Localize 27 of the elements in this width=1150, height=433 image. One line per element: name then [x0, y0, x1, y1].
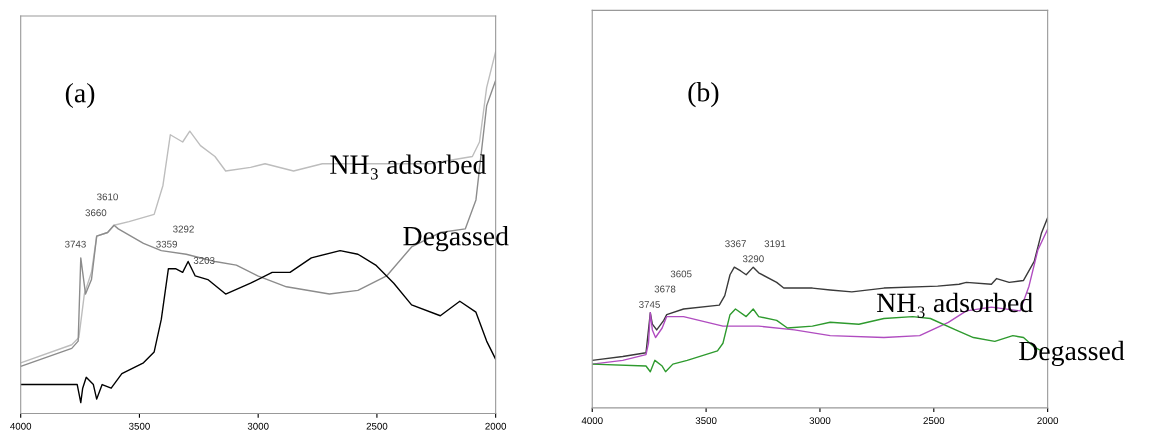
- annotation: (a): [65, 82, 95, 109]
- x-tick-label: 2500: [366, 422, 388, 430]
- annotation: 3660: [85, 209, 107, 217]
- annotation: 3191: [764, 240, 786, 248]
- annotation: 3203: [193, 257, 215, 264]
- x-tick-label: 4000: [581, 417, 603, 425]
- annotation: 3292: [173, 225, 194, 233]
- x-tick-label: 3000: [809, 417, 831, 425]
- annotation: NH₃ adsorbed: [330, 154, 487, 180]
- x-tick-label: 2000: [485, 422, 507, 430]
- annotation: Degassed: [403, 225, 509, 252]
- annotation: 3605: [670, 270, 692, 278]
- annotation: 3367: [725, 240, 746, 248]
- annotation: 3678: [654, 285, 676, 293]
- x-tick-label: 2000: [1037, 417, 1059, 425]
- annotation: Degassed: [1019, 340, 1125, 367]
- annotation: 3610: [97, 193, 118, 201]
- x-tick-label: 3500: [695, 417, 717, 425]
- x-tick-label: 3000: [247, 422, 269, 430]
- annotation: 3359: [156, 240, 177, 248]
- annotation: 3290: [742, 255, 764, 263]
- x-tick-label: 3500: [129, 422, 150, 430]
- text: (b): [688, 82, 719, 108]
- annotation: 3745: [639, 301, 660, 308]
- x-tick-label: 4000: [10, 422, 32, 430]
- x-tick-label: 2500: [923, 417, 945, 425]
- annotation: 3743: [65, 240, 86, 248]
